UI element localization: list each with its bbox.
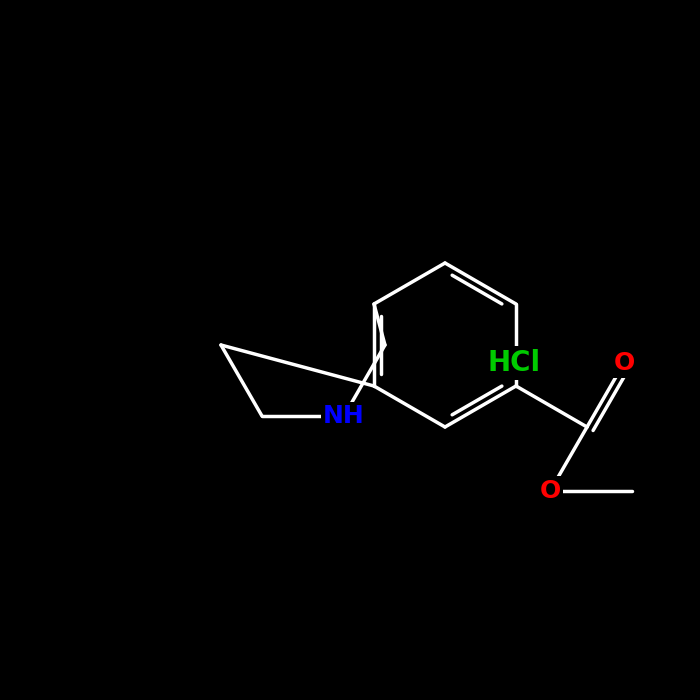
Text: O: O: [540, 479, 561, 503]
Text: HCl: HCl: [487, 349, 540, 377]
Text: O: O: [613, 351, 635, 375]
Text: NH: NH: [323, 404, 365, 428]
